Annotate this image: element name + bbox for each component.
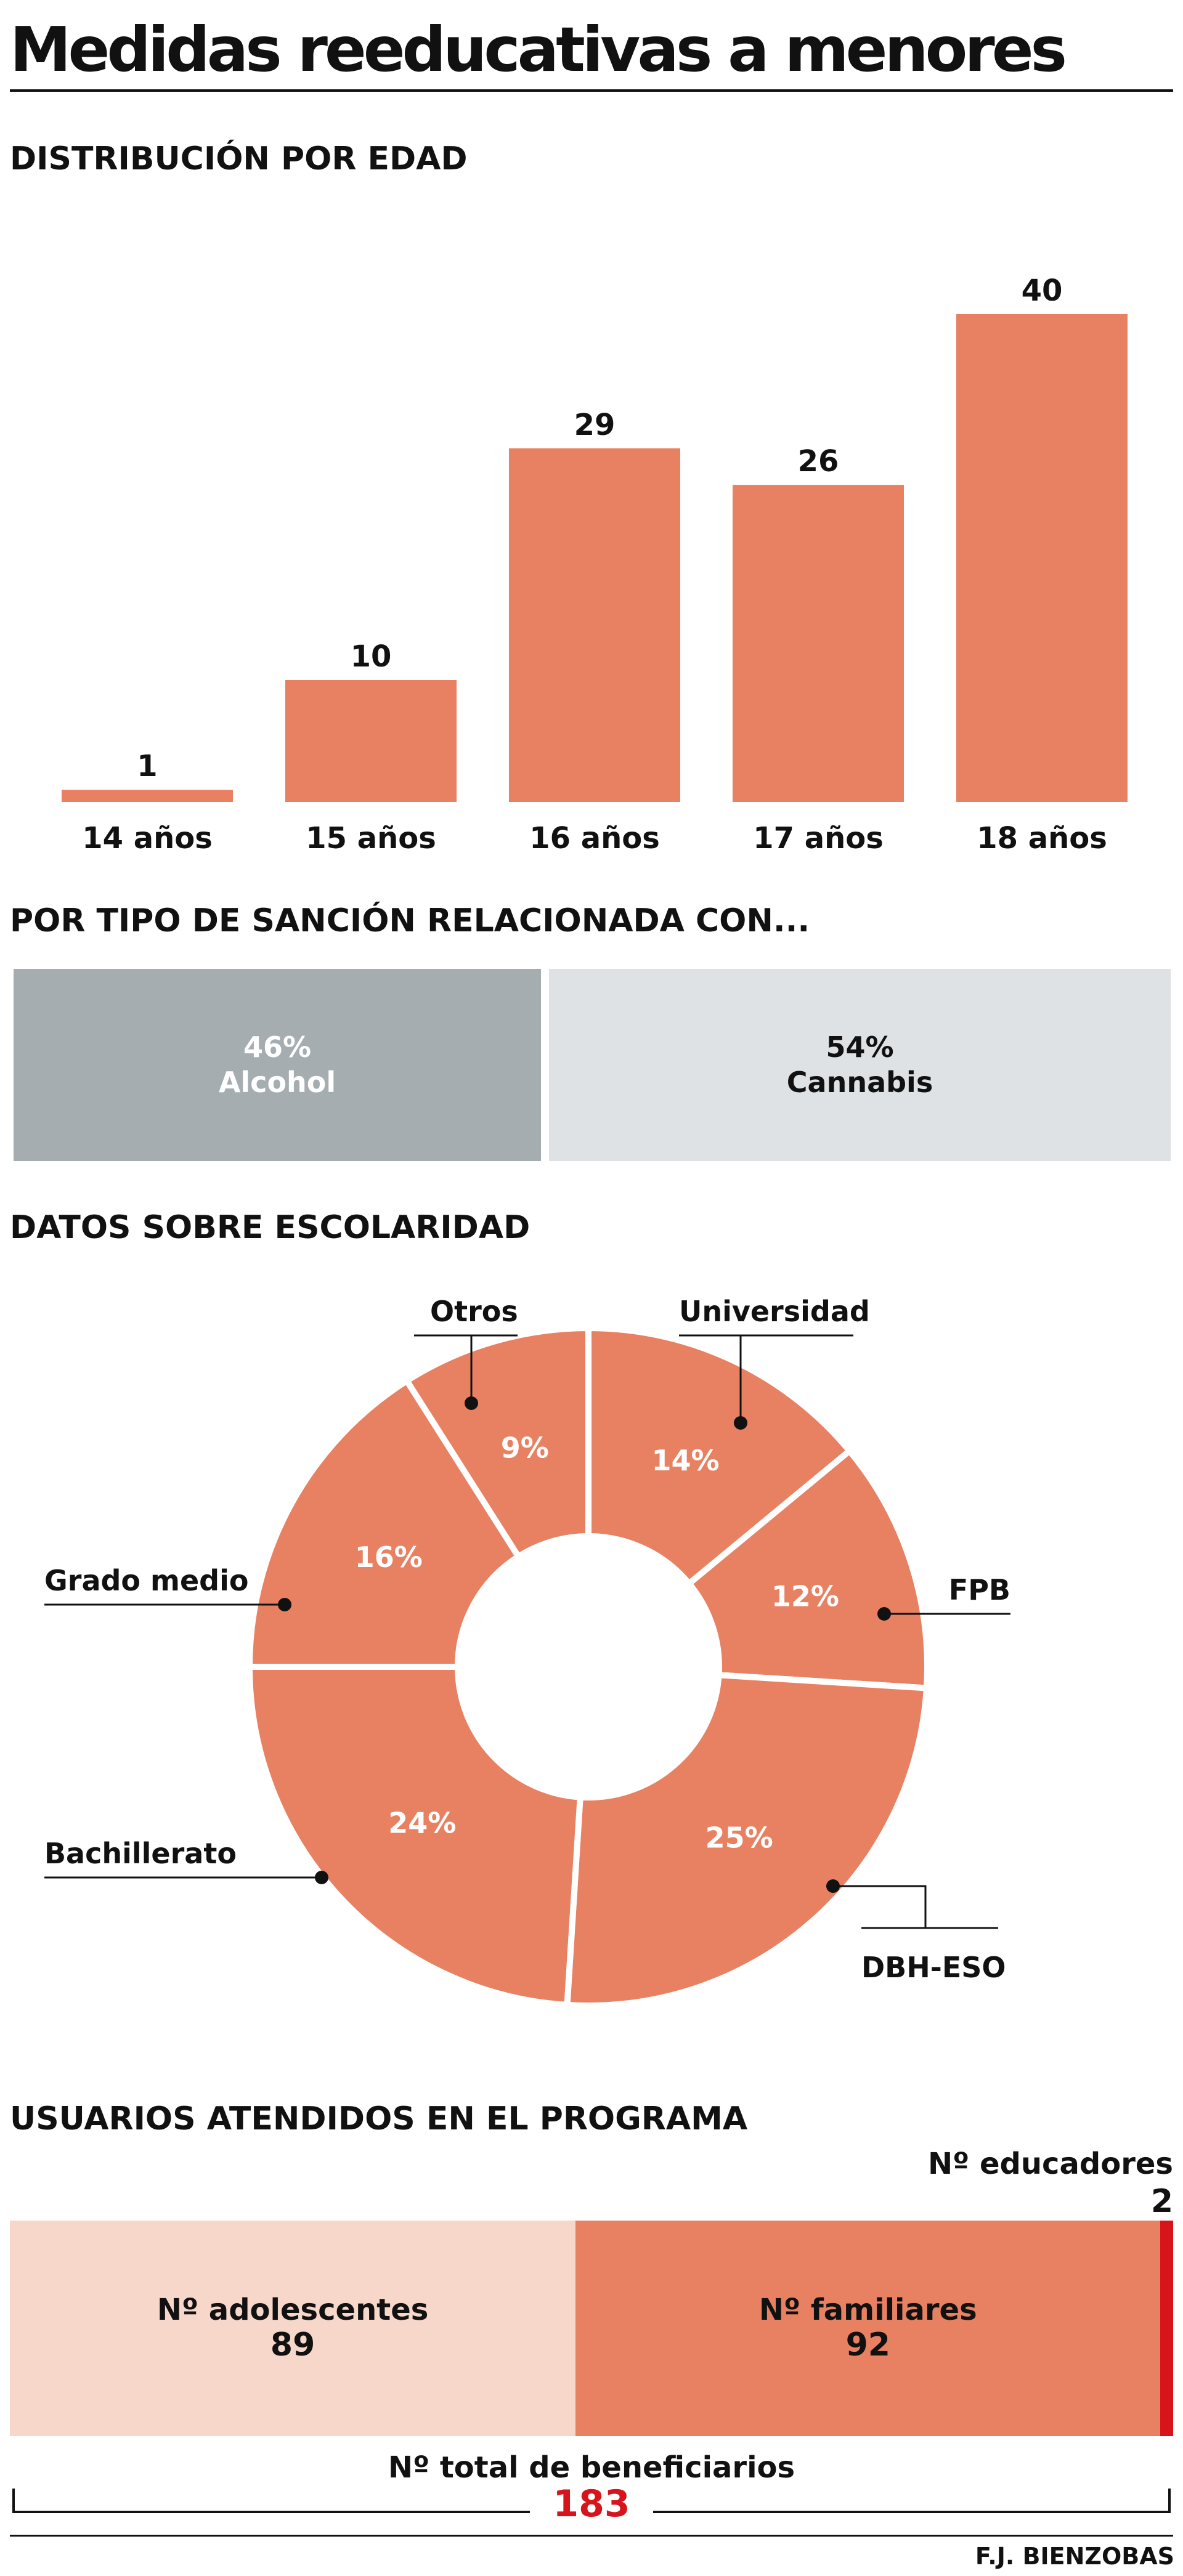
bar-value-label-3: 26	[798, 444, 839, 479]
alcohol-segment: 46% Alcohol	[14, 969, 541, 1161]
donut-percent-label-5: 9%	[501, 1432, 549, 1465]
donut-slice-1	[685, 1446, 930, 1691]
familiares-segment: Nº familiares 92	[575, 2221, 1161, 2436]
alcohol-label: Alcohol	[218, 1066, 336, 1099]
donut-percent-label-2: 25%	[705, 1821, 773, 1855]
age-bar-chart: 1 14 años 10 15 años 29 16 años 26 17 años 40 18 …	[62, 273, 1128, 856]
donut-percent-label-1: 12%	[771, 1580, 839, 1613]
familiares-value: 92	[845, 2326, 890, 2363]
cannabis-percent: 54%	[826, 1030, 894, 1064]
bar-value-label-1: 10	[351, 639, 392, 674]
credit: F.J. BIENZOBAS	[975, 2543, 1174, 2570]
category-label-0: 14 años	[82, 821, 213, 856]
page-title: Medidas reeducativas a menores	[10, 14, 1067, 86]
donut-category-label-1: FPB	[949, 1573, 1010, 1606]
educadores-callout: Nº educadores 2	[928, 2147, 1173, 2221]
category-label-3: 17 años	[753, 821, 884, 856]
donut-category-label-0: Universidad	[679, 1295, 870, 1328]
donut-slice-0	[585, 1324, 854, 1588]
donut-category-label-2: DBH-ESO	[861, 1951, 1006, 1984]
donut-slice-5	[402, 1324, 592, 1561]
schooling-donut-chart: 14% 12% 25% 24% 16% 9% Universidad FPB DBH-ESO Ba…	[44, 1295, 1010, 2009]
donut-category-label-5: Otros	[430, 1295, 518, 1328]
bar-value-label-4: 40	[1022, 273, 1063, 308]
section-edad-title: DISTRIBUCIÓN POR EDAD	[10, 140, 468, 177]
total-label: Nº total de beneficiarios	[388, 2450, 795, 2485]
category-label-2: 16 años	[529, 821, 660, 856]
cannabis-segment: 54% Cannabis	[549, 969, 1171, 1161]
bar-3	[733, 485, 904, 802]
bar-0	[62, 790, 233, 802]
leader-dot-1	[877, 1607, 891, 1621]
adolescentes-value: 89	[270, 2326, 315, 2363]
bar-value-label-0: 1	[137, 749, 157, 784]
title-rule	[10, 89, 1173, 92]
educadores-segment	[1160, 2221, 1173, 2436]
leader-dot-5	[465, 1396, 478, 1410]
educadores-value: 2	[1150, 2182, 1173, 2220]
donut-percent-label-3: 24%	[388, 1806, 456, 1839]
adolescentes-label: Nº adolescentes	[157, 2292, 429, 2327]
leader-dot-3	[315, 1871, 328, 1884]
adolescentes-segment: Nº adolescentes 89	[10, 2221, 576, 2436]
donut-slice-2	[564, 1672, 930, 2009]
familiares-label: Nº familiares	[758, 2292, 977, 2327]
bar-value-label-2: 29	[574, 408, 616, 442]
bar-4	[956, 314, 1128, 802]
leader-dot-4	[278, 1598, 291, 1611]
educadores-label: Nº educadores	[927, 2147, 1173, 2181]
bar-2	[509, 448, 680, 802]
donut-slice-3	[246, 1664, 583, 2009]
leader-dot-2	[826, 1879, 840, 1893]
section-sancion-title: POR TIPO DE SANCIÓN RELACIONADA CON...	[10, 902, 810, 939]
donut-percent-label-4: 16%	[355, 1541, 423, 1574]
donut-category-label-3: Bachillerato	[44, 1837, 237, 1870]
donut-percent-label-0: 14%	[651, 1444, 719, 1477]
donut-category-label-4: Grado medio	[44, 1564, 248, 1597]
total-value: 183	[530, 2482, 653, 2525]
leader-line-2	[833, 1885, 927, 1928]
bar-1	[285, 680, 457, 802]
alcohol-percent: 46%	[243, 1030, 312, 1064]
footer-rule	[10, 2535, 1173, 2537]
cannabis-label: Cannabis	[786, 1066, 933, 1099]
category-label-1: 15 años	[306, 821, 436, 856]
section-escolaridad-title: DATOS SOBRE ESCOLARIDAD	[10, 1209, 531, 1246]
section-usuarios-title: USUARIOS ATENDIDOS EN EL PROGRAMA	[10, 2100, 748, 2137]
category-label-4: 18 años	[977, 821, 1107, 856]
leader-dot-0	[734, 1416, 747, 1430]
